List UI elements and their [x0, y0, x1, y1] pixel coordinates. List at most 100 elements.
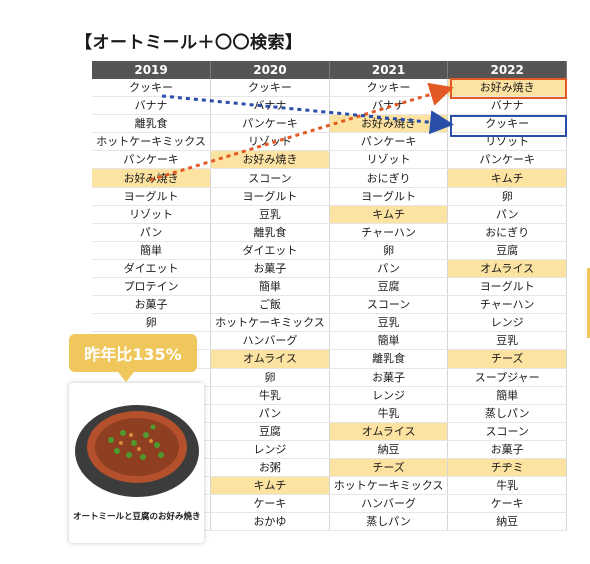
- growth-badge-tail: [118, 372, 134, 382]
- rank-cell-2022: 卵: [447, 187, 567, 206]
- rank-cell-2021: クッキー: [329, 79, 449, 98]
- rank-cell-2021: ホットケーキミックス: [329, 476, 449, 496]
- rank-cell-2022: 蒸しパン: [447, 404, 567, 423]
- rank-cell-2020: お粥: [210, 458, 330, 478]
- rank-cell-2021: 蒸しパン: [329, 512, 449, 532]
- rank-cell-2022: パン: [447, 205, 567, 224]
- rank-cell-2022: 納豆: [447, 512, 567, 532]
- rank-cell-2020: 豆乳: [210, 205, 330, 224]
- rank-cell-2022: キムチ: [447, 168, 567, 188]
- growth-badge: 昨年比135%: [69, 334, 197, 372]
- rank-cell-2022: スコーン: [447, 422, 567, 441]
- rank-cell-2019: 簡単: [92, 241, 212, 260]
- rank-cell-2020: リゾット: [210, 132, 330, 152]
- rank-cell-2022: パンケーキ: [447, 150, 567, 170]
- table-row: お好み焼き スコーン おにぎり キムチ: [92, 168, 567, 188]
- rank-cell-2021: リゾット: [329, 150, 449, 170]
- rank-cell-2022: ヨーグルト: [447, 277, 567, 297]
- rank-cell-2020: おかゆ: [210, 512, 330, 532]
- year-header-2021: 2021: [329, 61, 449, 79]
- rank-cell-2020: スコーン: [210, 168, 330, 188]
- year-header-2020: 2020: [210, 61, 330, 79]
- rank-cell-2021: パン: [329, 259, 449, 279]
- rank-cell-2020: 豆腐: [210, 422, 330, 441]
- rank-cell-2021: 豆腐: [329, 277, 449, 297]
- rank-cell-2019: お好み焼き: [92, 168, 212, 188]
- rank-cell-2020: バナナ: [210, 96, 330, 116]
- rank-cell-2019: パン: [92, 223, 212, 242]
- rank-cell-2020: ご飯: [210, 295, 330, 315]
- table-row: 簡単 ダイエット卵豆腐: [92, 241, 567, 260]
- rank-cell-2020: パンケーキ: [210, 114, 330, 134]
- rank-cell-2022: お菓子: [447, 440, 567, 459]
- rank-cell-2021: チーズ: [329, 458, 449, 478]
- year-header-2019: 2019: [92, 61, 212, 79]
- rank-cell-2021: 納豆: [329, 440, 449, 459]
- ranking-table-container: 2019 2020 2021 2022 クッキー クッキー クッキー お好み焼き バナナ…: [92, 61, 567, 532]
- rank-cell-2021: 離乳食: [329, 349, 449, 369]
- rank-cell-2020: ケーキ: [210, 494, 330, 514]
- rank-cell-2019: ヨーグルト: [92, 187, 212, 206]
- table-row: ヨーグルト ヨーグルト ヨーグルト卵: [92, 187, 567, 206]
- rank-cell-2020: オムライス: [210, 349, 330, 369]
- rank-cell-2020: ダイエット: [210, 241, 330, 260]
- table-row: お菓子 ご飯 スコーン チャーハン: [92, 295, 567, 315]
- side-marker: [587, 268, 590, 338]
- table-row: リゾット 豆乳 キムチ パン: [92, 205, 567, 224]
- table-row: パン 離乳食 チャーハン おにぎり: [92, 223, 567, 242]
- year-header-row: 2019 2020 2021 2022: [92, 61, 567, 79]
- rank-cell-2020: レンジ: [210, 440, 330, 459]
- table-row: 卵お菓子 スープジャー: [92, 368, 567, 387]
- rank-cell-2021: レンジ: [329, 386, 449, 405]
- rank-cell-2022: スープジャー: [447, 368, 567, 387]
- rank-cell-2022: リゾット: [447, 132, 567, 152]
- table-row: ダイエット お菓子 パン オムライス: [92, 259, 567, 279]
- rank-cell-2019: クッキー: [92, 79, 212, 98]
- rank-cell-2021: 卵: [329, 241, 449, 260]
- rank-cell-2022: チーズ: [447, 349, 567, 369]
- rank-cell-2020: お菓子: [210, 259, 330, 279]
- rank-cell-2021: 牛乳: [329, 404, 449, 423]
- food-caption: オートミールと豆腐のお好み焼き: [73, 512, 201, 522]
- year-header-2022: 2022: [447, 61, 567, 79]
- rank-cell-2022: ケーキ: [447, 494, 567, 514]
- rank-cell-2020: キムチ: [210, 476, 330, 496]
- rank-cell-2022: オムライス: [447, 259, 567, 279]
- highlight-box-2022-top: [450, 78, 567, 99]
- rank-cell-2022: お好み焼き: [447, 79, 567, 98]
- rank-cell-2022: チヂミ: [447, 458, 567, 478]
- rank-cell-2019: バナナ: [92, 96, 212, 116]
- rank-cell-2022: バナナ: [447, 96, 567, 116]
- rank-cell-2022: 牛乳: [447, 476, 567, 496]
- rank-cell-2019: プロテイン: [92, 277, 212, 297]
- rank-cell-2020: ハンバーグ: [210, 331, 330, 351]
- table-row: パンケーキ お好み焼き リゾット パンケーキ: [92, 150, 567, 170]
- rank-cell-2020: お好み焼き: [210, 150, 330, 170]
- rank-cell-2019: 卵: [92, 313, 212, 333]
- rank-cell-2020: ヨーグルト: [210, 187, 330, 206]
- rank-cell-2020: 離乳食: [210, 223, 330, 242]
- rank-cell-2022: レンジ: [447, 313, 567, 333]
- rank-cell-2019: ダイエット: [92, 259, 212, 279]
- highlight-box-2022-third: [450, 115, 567, 137]
- rank-cell-2020: パン: [210, 404, 330, 423]
- rank-cell-2022: 豆腐: [447, 241, 567, 260]
- rank-cell-2022: 簡単: [447, 386, 567, 405]
- rank-cell-2019: ホットケーキミックス: [92, 132, 212, 152]
- rank-cell-2021: オムライス: [329, 422, 449, 441]
- food-card: オートミールと豆腐のお好み焼き: [69, 383, 204, 543]
- page-title: 【オートミール＋〇〇検索】: [75, 33, 303, 53]
- okonomiyaki-photo: [71, 385, 202, 504]
- rank-cell-2020: 牛乳: [210, 386, 330, 405]
- ranking-table: 2019 2020 2021 2022 クッキー クッキー クッキー お好み焼き バナナ…: [92, 61, 567, 532]
- rank-cell-2021: バナナ: [329, 96, 449, 116]
- table-row: バナナ バナナ バナナ バナナ: [92, 96, 567, 116]
- rank-cell-2020: 簡単: [210, 277, 330, 297]
- rank-cell-2021: お好み焼き: [329, 114, 449, 134]
- rank-cell-2021: チャーハン: [329, 223, 449, 242]
- rank-cell-2022: チャーハン: [447, 295, 567, 315]
- rank-cell-2020: 卵: [210, 368, 330, 387]
- ranking-table-body: クッキー クッキー クッキー お好み焼き バナナ バナナ バナナ バナナ 離乳食 パンケーキ お好み…: [92, 79, 567, 532]
- rank-cell-2021: パンケーキ: [329, 132, 449, 152]
- rank-cell-2021: 豆乳: [329, 313, 449, 333]
